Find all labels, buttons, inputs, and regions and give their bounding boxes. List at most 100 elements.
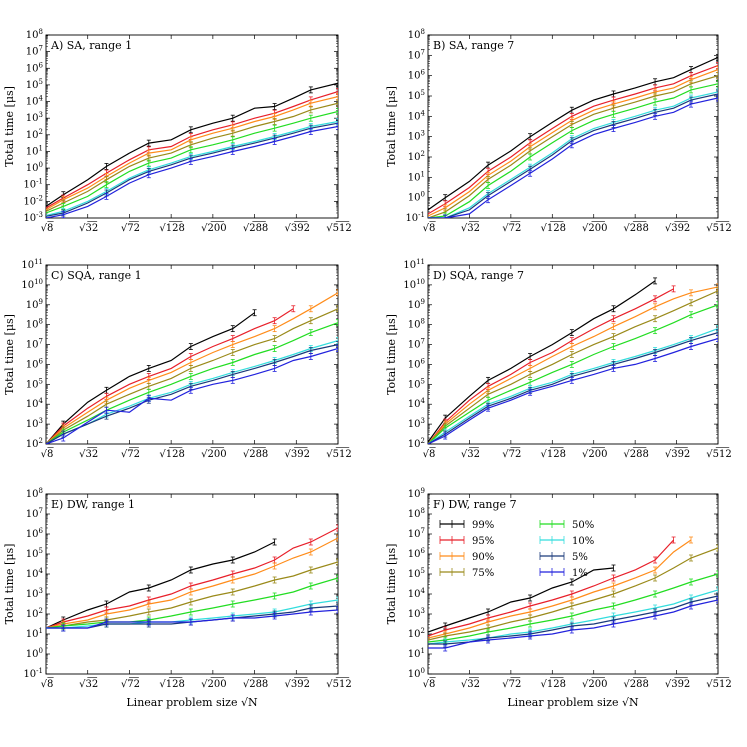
y-tick-label: 103	[26, 111, 43, 124]
y-tick-label: 103	[408, 130, 425, 143]
y-tick-label: 1011	[21, 258, 43, 271]
y-tick-label: 109	[408, 487, 425, 500]
x-tick-label: √72	[121, 449, 140, 460]
series-line-99pct	[46, 312, 255, 444]
series-line-99pct	[428, 280, 656, 443]
x-tick-label: √32	[79, 679, 98, 690]
series-line-90pct	[428, 539, 692, 639]
x-tick-label: √200	[582, 679, 607, 690]
y-tick-label: 102	[26, 607, 43, 620]
y-axis-label: Total time [μs]	[385, 544, 398, 625]
x-tick-label: √288	[243, 223, 268, 234]
legend-label: 1%	[572, 568, 588, 579]
y-tick-label: 104	[26, 397, 44, 410]
chart-panel-1: 10-310-210-1100101102103104105106107108√…	[3, 28, 352, 234]
y-tick-label: 101	[26, 144, 43, 157]
y-tick-label: 101	[26, 627, 43, 640]
y-tick-label: 103	[26, 417, 43, 430]
y-tick-label: 103	[408, 607, 425, 620]
series-line-95pct	[428, 539, 675, 637]
legend-label: 90%	[472, 552, 494, 563]
y-tick-label: 10-1	[23, 178, 43, 191]
y-tick-label: 105	[408, 89, 425, 102]
x-tick-label: √512	[706, 223, 731, 234]
x-tick-label: √512	[706, 449, 731, 460]
panel-title: B) SA, range 7	[433, 39, 514, 52]
legend-label: 50%	[572, 520, 594, 531]
x-tick-label: √288	[623, 223, 648, 234]
x-tick-label: √200	[201, 679, 226, 690]
series-group	[46, 79, 338, 218]
x-tick-label: √512	[326, 449, 351, 460]
y-tick-label: 102	[26, 128, 43, 141]
y-tick-label: 107	[26, 45, 43, 58]
series-line-95pct	[46, 527, 338, 629]
series-line-1pct	[46, 125, 338, 218]
x-tick-label: √8	[423, 449, 436, 460]
y-tick-label: 104	[408, 587, 426, 600]
axes-frame	[45, 264, 339, 445]
y-tick-label: 106	[408, 69, 426, 82]
legend-label: 95%	[472, 536, 494, 547]
y-tick-label: 100	[26, 647, 43, 660]
y-tick-label: 107	[26, 507, 43, 520]
y-tick-label: 1011	[403, 258, 425, 271]
x-tick-label: √32	[461, 223, 480, 234]
series-line-99pct	[428, 567, 614, 633]
x-tick-label: √512	[326, 223, 351, 234]
y-tick-label: 104	[408, 397, 426, 410]
y-tick-label: 108	[26, 487, 43, 500]
x-tick-label: √8	[41, 449, 54, 460]
x-tick-label: √72	[121, 223, 140, 234]
axes-frame	[427, 264, 719, 445]
legend-label: 99%	[472, 520, 494, 531]
series-line-99pct	[46, 541, 275, 629]
y-tick-label: 105	[408, 377, 425, 390]
x-tick-label: √392	[665, 223, 690, 234]
legend-label: 10%	[572, 536, 594, 547]
y-axis-label: Total time [μs]	[3, 544, 16, 625]
x-tick-label: √128	[159, 679, 184, 690]
y-tick-label: 106	[26, 357, 44, 370]
series-group	[46, 524, 338, 632]
y-tick-label: 10-2	[23, 194, 43, 207]
x-tick-label: √32	[461, 679, 480, 690]
y-tick-label: 101	[408, 170, 425, 183]
y-tick-label: 108	[408, 28, 425, 41]
x-tick-label: √200	[582, 223, 607, 234]
x-tick-label: √392	[285, 449, 310, 460]
x-tick-label: √128	[159, 449, 184, 460]
axes-frame	[427, 34, 719, 219]
x-tick-label: √288	[623, 679, 648, 690]
x-tick-label: √8	[423, 223, 436, 234]
y-axis-label: Total time [μs]	[3, 314, 16, 395]
panel-title: C) SQA, range 1	[51, 269, 142, 282]
y-tick-label: 106	[408, 547, 426, 560]
y-tick-label: 109	[26, 298, 43, 311]
panel-title: D) SQA, range 7	[433, 269, 524, 282]
x-tick-label: √32	[79, 449, 98, 460]
x-tick-label: √200	[582, 449, 607, 460]
x-tick-label: √288	[623, 449, 648, 460]
y-tick-label: 105	[408, 567, 425, 580]
x-tick-label: √72	[121, 679, 140, 690]
x-tick-label: √128	[159, 223, 184, 234]
y-tick-label: 109	[408, 298, 425, 311]
y-tick-label: 108	[408, 318, 425, 331]
y-tick-label: 104	[26, 95, 44, 108]
y-axis-label: Total time [μs]	[385, 314, 398, 395]
y-tick-label: 104	[408, 109, 426, 122]
panel-title: F) DW, range 7	[433, 498, 517, 511]
x-tick-label: √32	[79, 223, 98, 234]
y-tick-label: 107	[408, 527, 425, 540]
series-line-10pct	[428, 91, 718, 218]
x-tick-label: √288	[243, 449, 268, 460]
series-group	[428, 277, 718, 444]
y-tick-label: 108	[26, 318, 43, 331]
y-tick-label: 107	[408, 48, 425, 61]
